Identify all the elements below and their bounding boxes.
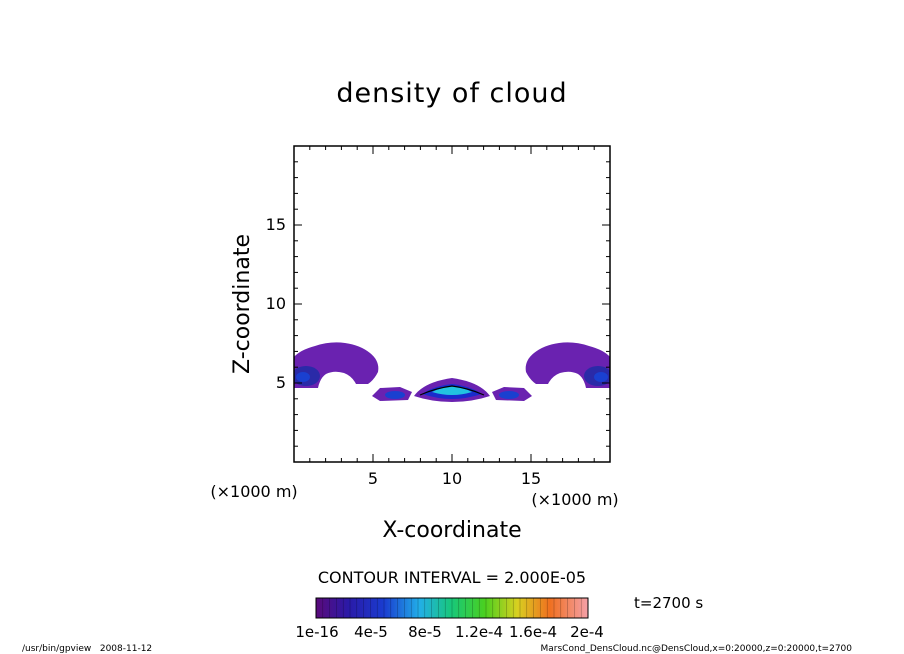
contour-fills: [294, 342, 610, 402]
y-tick-label: 10: [266, 294, 286, 313]
colorbar-label: 2e-4: [570, 623, 604, 641]
contour-low-right-inner: [499, 391, 519, 399]
chart-title: density of cloud: [336, 78, 567, 109]
footer-right: MarsCond_DensCloud.nc@DensCloud,x=0:2000…: [541, 644, 853, 654]
x-tick-labels: 5 10 15: [368, 469, 541, 488]
contour-interval-label: CONTOUR INTERVAL = 2.000E-05: [318, 568, 586, 587]
axis-ticks: [294, 146, 610, 462]
colorbar-label: 4e-5: [354, 623, 388, 641]
contour-right-arch-core: [594, 372, 608, 382]
plot-frame: [293, 145, 611, 463]
y-tick-label: 15: [266, 215, 286, 234]
y-tick-labels: 15 10 5: [266, 215, 286, 392]
colorbar-divisions: [322, 598, 582, 618]
z-unit-label: (×1000 m): [210, 482, 297, 501]
y-axis-title: Z-coordinate: [230, 234, 255, 374]
x-tick-label: 10: [442, 469, 462, 488]
y-tick-label: 5: [276, 373, 286, 392]
footer-left: /usr/bin/gpview 2008-11-12: [22, 644, 152, 654]
x-tick-label: 5: [368, 469, 378, 488]
colorbar-labels: 1e-16 4e-5 8e-5 1.2e-4 1.6e-4 2e-4: [295, 623, 604, 641]
contour-low-left-inner: [385, 391, 405, 399]
x-axis-title: X-coordinate: [382, 518, 521, 543]
time-label: t=2700 s: [634, 594, 703, 612]
colorbar-label: 1.6e-4: [509, 623, 557, 641]
x-unit-label: (×1000 m): [531, 490, 618, 509]
colorbar-label: 1.2e-4: [455, 623, 503, 641]
x-tick-label: 15: [521, 469, 541, 488]
colorbar-label: 8e-5: [408, 623, 442, 641]
colorbar-label: 1e-16: [295, 623, 338, 641]
contour-left-arch-core: [296, 372, 310, 382]
contour-center-line: [419, 385, 485, 396]
